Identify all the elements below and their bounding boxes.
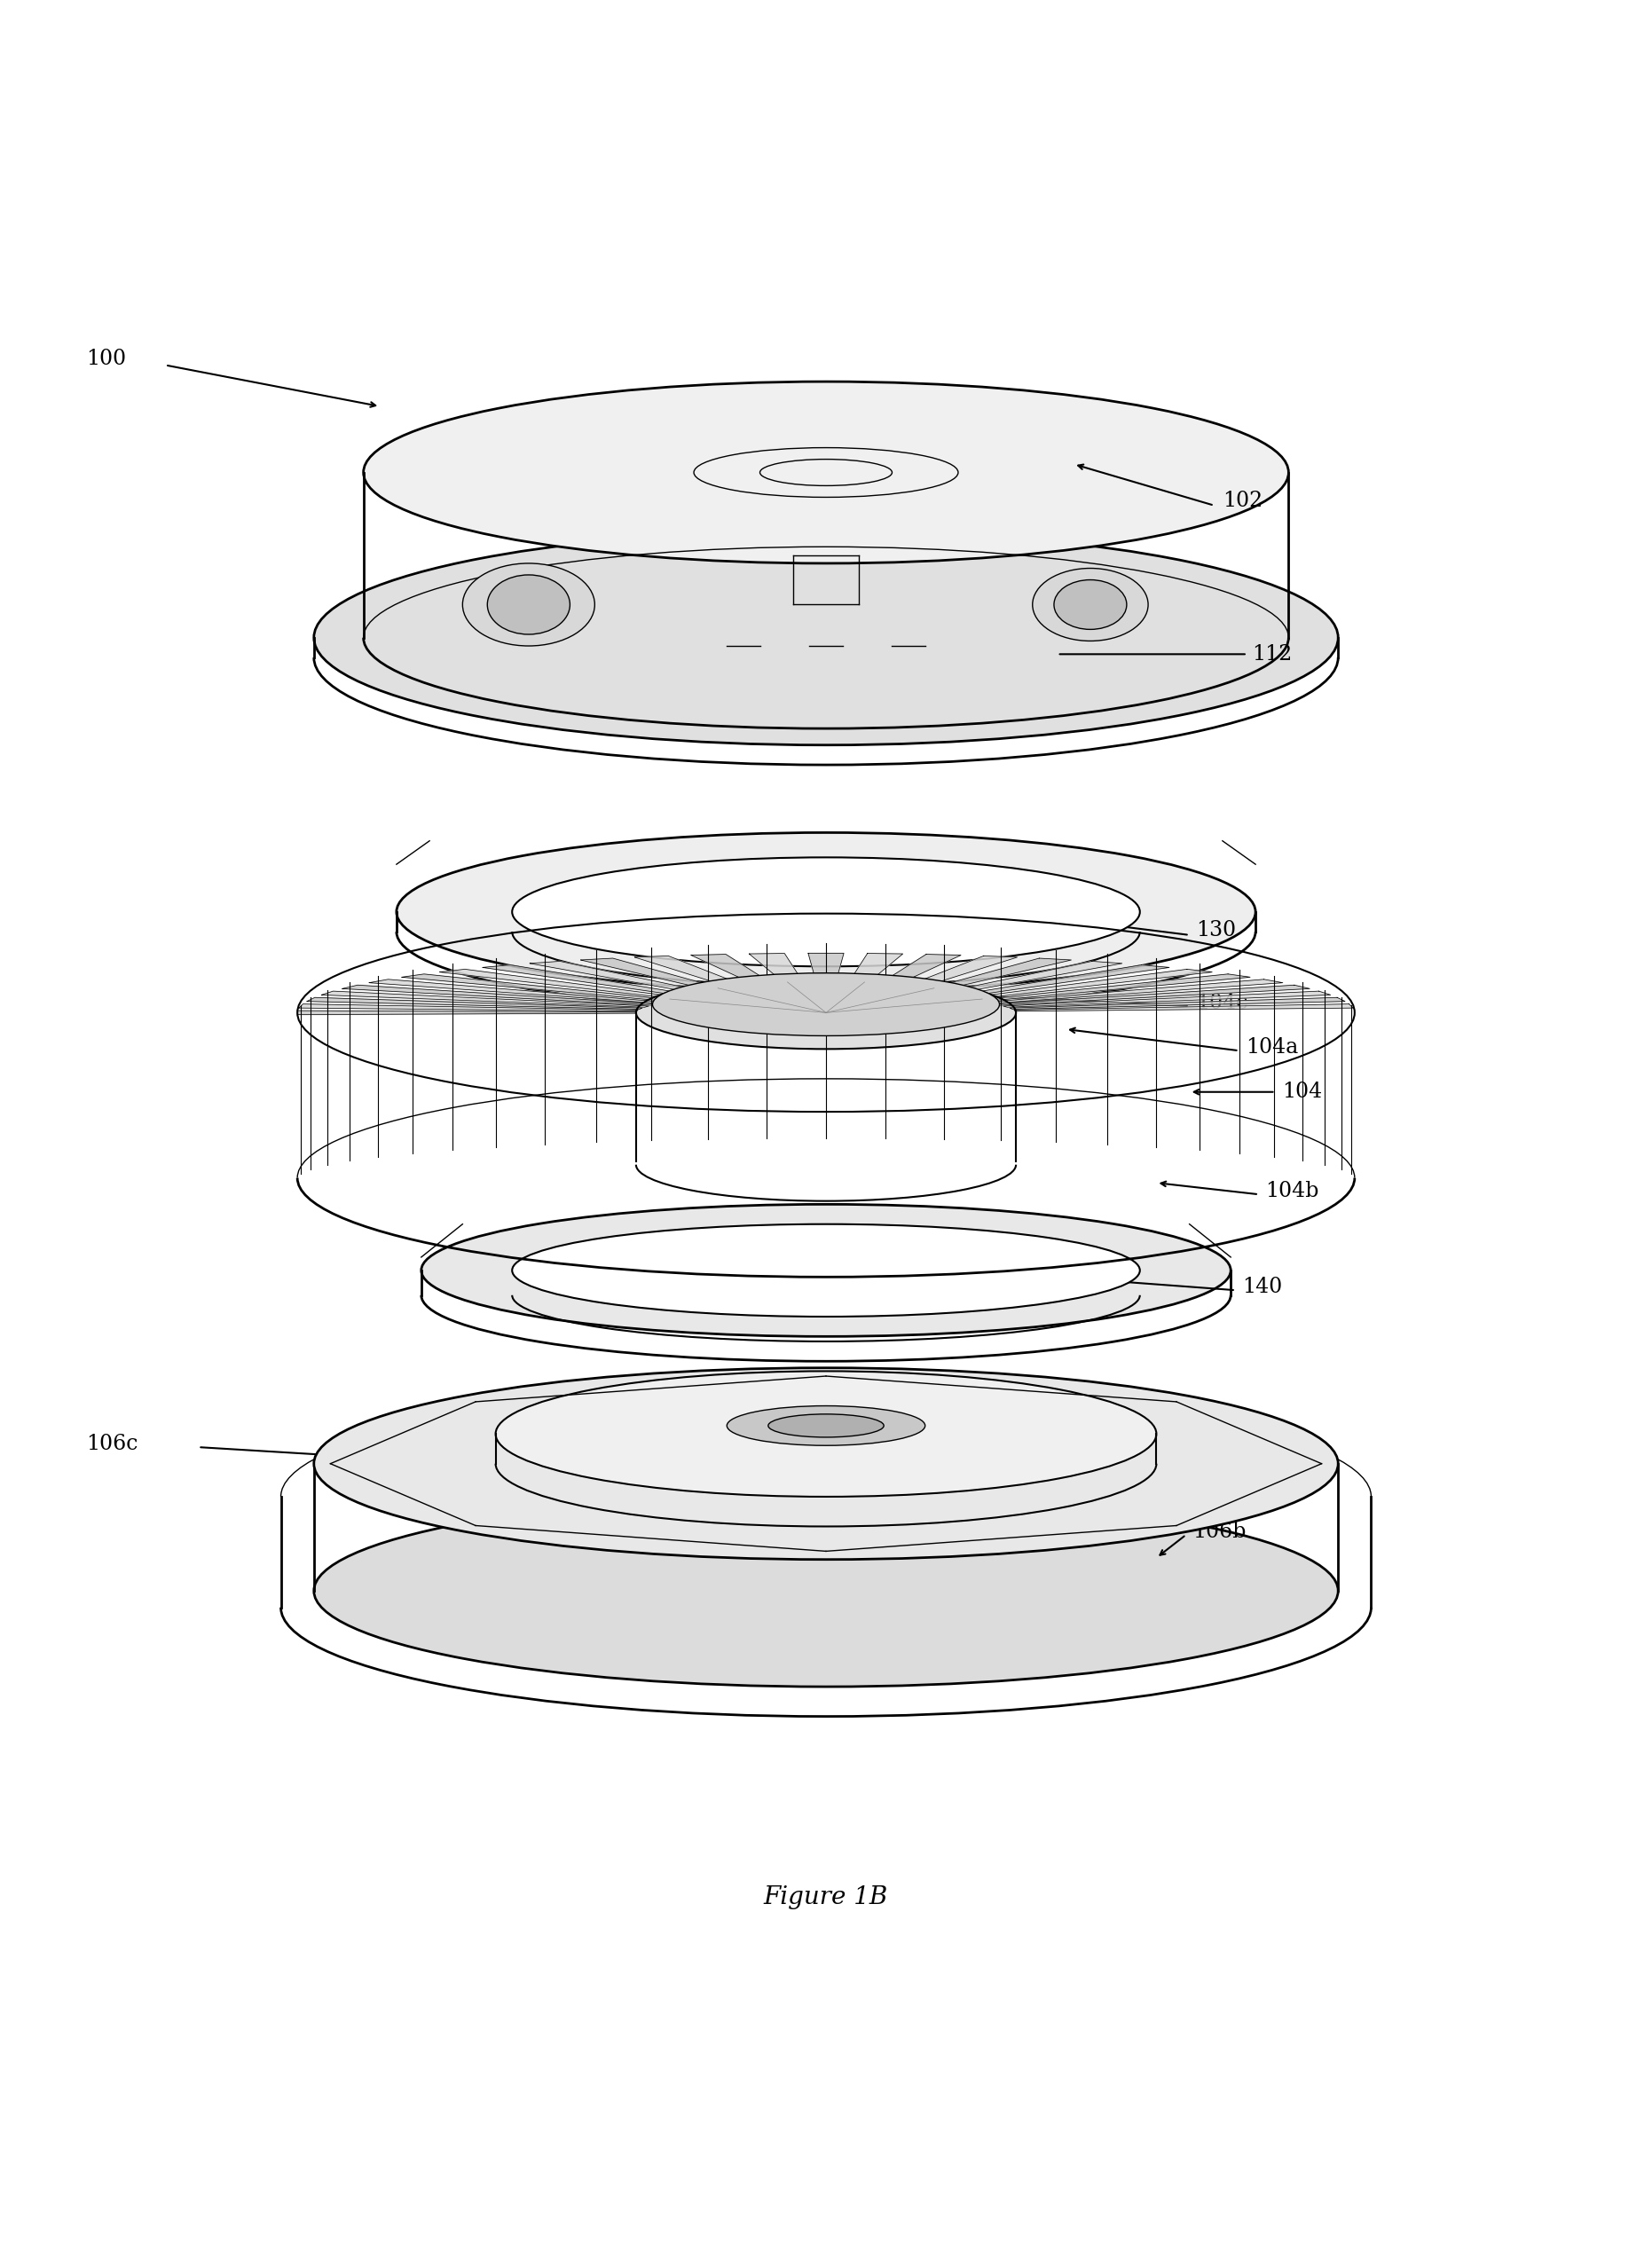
Text: 106c: 106c [86,1433,137,1454]
Polygon shape [582,958,750,997]
Polygon shape [841,954,904,995]
Polygon shape [983,979,1284,1004]
Text: 130: 130 [1196,920,1236,940]
Polygon shape [439,970,695,1001]
Polygon shape [299,1004,638,1010]
Text: 106: 106 [1265,1476,1305,1496]
Ellipse shape [314,1368,1338,1559]
Text: 140: 140 [1242,1276,1282,1296]
Ellipse shape [1054,580,1127,630]
Ellipse shape [463,562,595,646]
Polygon shape [862,954,961,995]
Polygon shape [940,965,1170,999]
Text: 112: 112 [1252,644,1292,664]
Ellipse shape [363,382,1289,562]
Ellipse shape [636,977,1016,1048]
Text: 104a: 104a [1246,1037,1298,1058]
Ellipse shape [396,832,1256,992]
Ellipse shape [314,1494,1338,1688]
Ellipse shape [512,857,1140,968]
Text: 104c: 104c [1196,992,1247,1013]
Polygon shape [1003,992,1330,1008]
Polygon shape [307,997,643,1010]
Polygon shape [634,956,770,997]
Polygon shape [530,961,730,997]
Polygon shape [691,954,790,995]
Polygon shape [297,1010,636,1015]
Text: 106a: 106a [1183,1438,1236,1458]
Text: 104b: 104b [1265,1181,1318,1202]
Text: Figure 1B: Figure 1B [763,1886,889,1910]
Ellipse shape [496,1370,1156,1496]
Polygon shape [970,974,1251,1001]
Polygon shape [957,970,1213,1001]
Ellipse shape [768,1413,884,1438]
Ellipse shape [1032,569,1148,641]
Text: 102: 102 [1222,490,1262,511]
Polygon shape [922,961,1122,997]
Polygon shape [322,992,649,1008]
Ellipse shape [314,531,1338,745]
Polygon shape [882,956,1018,997]
Ellipse shape [487,576,570,634]
Polygon shape [748,954,811,995]
Polygon shape [482,965,712,999]
Polygon shape [342,986,657,1006]
Ellipse shape [727,1406,925,1445]
Ellipse shape [421,1204,1231,1336]
Text: 106b: 106b [1193,1521,1246,1541]
Text: 100: 100 [86,349,126,369]
Polygon shape [902,958,1070,997]
Polygon shape [401,974,682,1001]
Ellipse shape [653,972,999,1035]
Polygon shape [808,954,844,995]
Text: 104: 104 [1282,1082,1322,1103]
Polygon shape [995,986,1310,1006]
Ellipse shape [512,1224,1140,1316]
Polygon shape [1009,997,1345,1010]
Polygon shape [368,979,669,1004]
Polygon shape [1014,1004,1353,1010]
